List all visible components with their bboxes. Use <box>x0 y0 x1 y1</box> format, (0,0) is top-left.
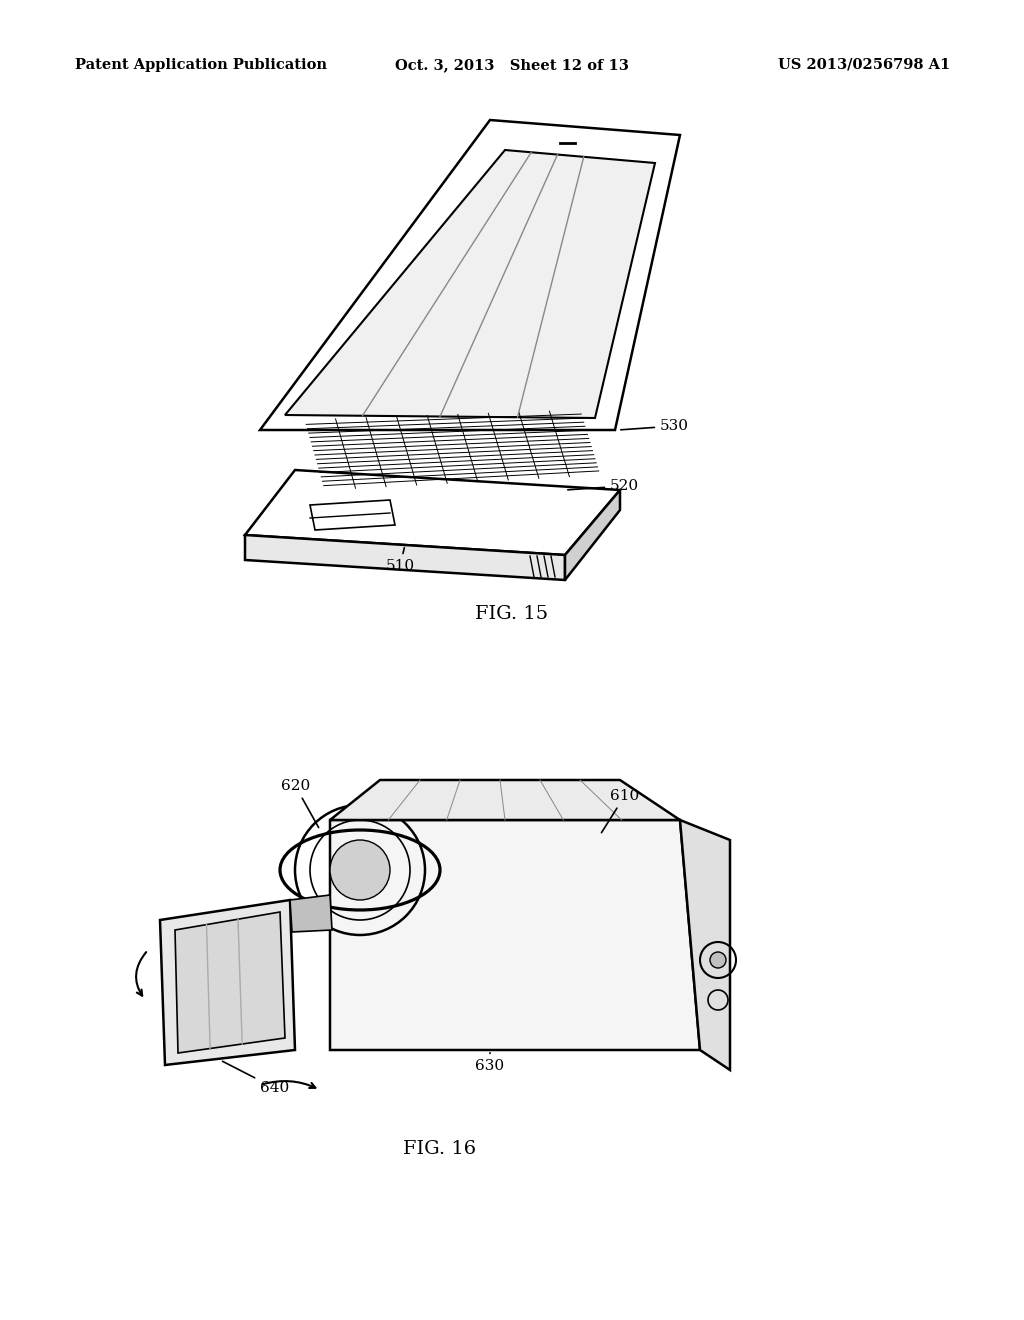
Polygon shape <box>285 150 655 418</box>
Text: FIG. 15: FIG. 15 <box>475 605 549 623</box>
Polygon shape <box>565 490 620 579</box>
Polygon shape <box>330 820 700 1049</box>
Text: 530: 530 <box>621 418 689 433</box>
Polygon shape <box>245 535 565 579</box>
Text: 620: 620 <box>281 779 318 828</box>
Text: Patent Application Publication: Patent Application Publication <box>75 58 327 73</box>
Polygon shape <box>175 912 285 1053</box>
Text: Oct. 3, 2013   Sheet 12 of 13: Oct. 3, 2013 Sheet 12 of 13 <box>395 58 629 73</box>
Text: US 2013/0256798 A1: US 2013/0256798 A1 <box>778 58 950 73</box>
Text: 630: 630 <box>475 1053 505 1073</box>
Text: 610: 610 <box>601 789 639 833</box>
Text: 520: 520 <box>567 479 639 492</box>
Circle shape <box>708 990 728 1010</box>
Circle shape <box>710 952 726 968</box>
Polygon shape <box>290 895 332 932</box>
Text: FIG. 16: FIG. 16 <box>403 1140 476 1158</box>
Text: 510: 510 <box>385 548 415 573</box>
Circle shape <box>330 840 390 900</box>
Polygon shape <box>330 780 680 820</box>
Polygon shape <box>160 900 295 1065</box>
Polygon shape <box>680 820 730 1071</box>
Text: 640: 640 <box>222 1061 289 1096</box>
